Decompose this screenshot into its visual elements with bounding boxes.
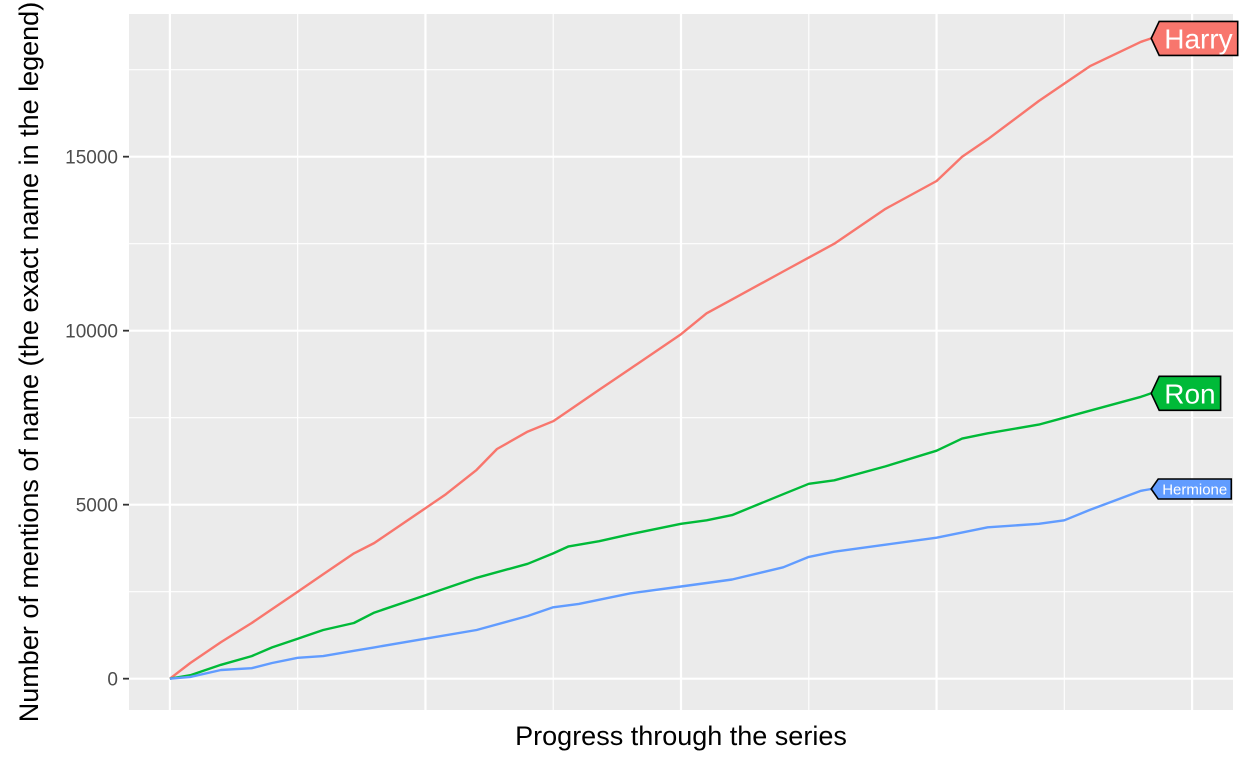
series-lines bbox=[169, 37, 1152, 680]
end-label-text: Harry bbox=[1164, 23, 1232, 54]
y-axis: 0 5000 10000 15000 bbox=[65, 148, 129, 691]
x-axis-title: Progress through the series bbox=[515, 721, 847, 751]
series-line-hermione bbox=[169, 487, 1152, 680]
y-axis-title: Number of mentions of name (the exact na… bbox=[14, 2, 44, 722]
y-tick-label: 15000 bbox=[65, 148, 118, 169]
series-line-harry bbox=[169, 37, 1152, 680]
series-end-labels: Harry Ron Hermione bbox=[1150, 20, 1239, 500]
end-label-text: Ron bbox=[1164, 378, 1215, 409]
end-label-harry: Harry bbox=[1150, 20, 1239, 57]
y-tick-label: 10000 bbox=[65, 322, 118, 343]
end-label-hermione: Hermione bbox=[1150, 478, 1233, 500]
end-label-box bbox=[1150, 478, 1233, 500]
end-label-ron: Ron bbox=[1150, 375, 1222, 412]
y-tick-label: 0 bbox=[107, 670, 118, 691]
end-label-text: Hermione bbox=[1162, 481, 1227, 498]
series-line-ron bbox=[169, 392, 1152, 680]
end-label-box bbox=[1150, 20, 1239, 57]
end-label-box bbox=[1150, 375, 1222, 412]
y-tick-label: 5000 bbox=[76, 496, 118, 517]
major-gridlines bbox=[129, 14, 1233, 710]
